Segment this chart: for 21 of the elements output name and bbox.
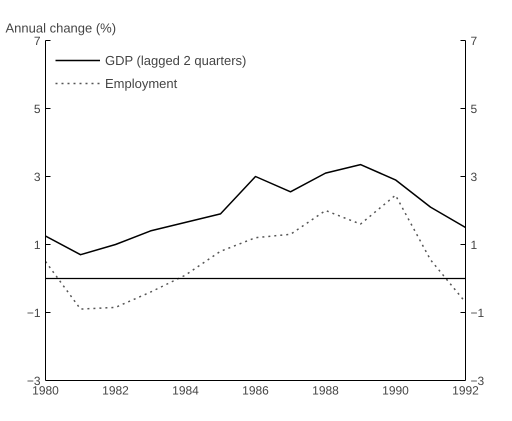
y-tick-label: 3 [34, 170, 41, 184]
line-series [46, 194, 466, 310]
x-tick-label: 1980 [32, 384, 60, 398]
y-tick-label: 7 [34, 34, 41, 48]
x-tick-label: 1984 [172, 384, 200, 398]
y-tick-label: −1 [26, 306, 41, 320]
y2-tick-label: 5 [470, 102, 478, 116]
y-tick-label: 5 [34, 102, 41, 116]
y2-tick-label: −1 [470, 306, 485, 320]
y-tick-label: 1 [34, 238, 41, 252]
x-tick-label: 1990 [382, 384, 410, 398]
y2-tick-label: 3 [470, 170, 478, 184]
x-tick-label: 1992 [452, 384, 480, 398]
x-tick-label: 1988 [312, 384, 340, 398]
x-tick-label: 1982 [102, 384, 130, 398]
y2-tick-label: 7 [470, 34, 478, 48]
y2-tick-label: 1 [470, 238, 478, 252]
x-tick-label: 1986 [242, 384, 270, 398]
y-axis-title: Annual change (%) [6, 20, 116, 36]
legend-label: Employment [105, 76, 178, 90]
legend-label: GDP (lagged 2 quarters) [105, 52, 246, 68]
